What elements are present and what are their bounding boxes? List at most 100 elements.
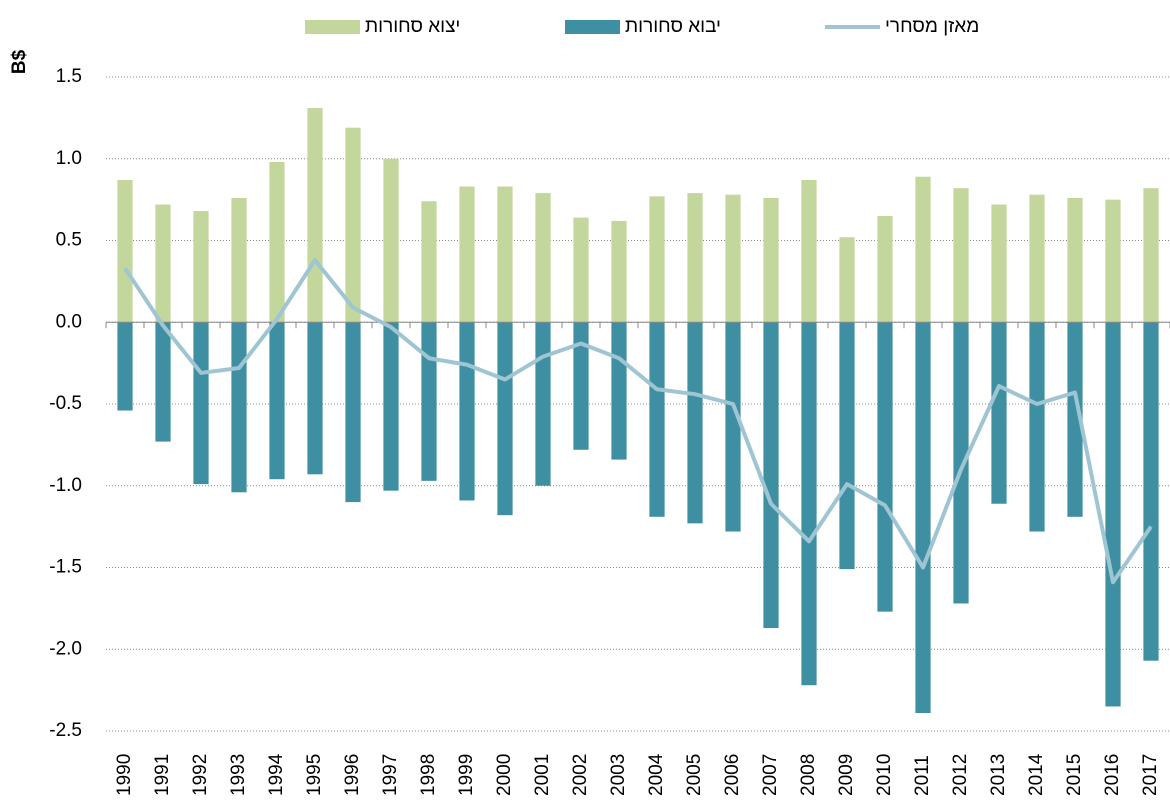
x-tick-label: 2005 [684,754,705,796]
bar [231,322,247,493]
y-tick-label: 0.5 [56,230,82,251]
x-tick-label: 2002 [570,754,591,796]
x-tick-label: 2009 [836,754,857,796]
bar [231,197,247,323]
x-tick-label: 2013 [988,754,1009,796]
bar [497,186,513,323]
bar [269,322,285,480]
bar [915,176,931,323]
bar [1105,322,1121,707]
x-tick-label: 2010 [874,754,895,796]
bar [345,322,361,503]
bar [763,197,779,323]
x-tick-label: 2017 [1140,754,1161,796]
bar [421,201,437,323]
bar [1029,322,1045,532]
y-tick-label: -1.5 [49,557,82,578]
bar [535,193,551,323]
x-tick-label: 2011 [912,755,933,796]
x-tick-label: 2007 [760,754,781,796]
x-tick-label: 1990 [114,754,135,796]
bar [649,196,665,323]
bar [953,322,969,604]
bar [307,108,323,323]
bar [383,322,399,491]
x-tick-label: 2004 [646,753,667,796]
x-tick-label: 1993 [228,754,249,796]
x-tick-label: 2006 [722,754,743,796]
y-tick-label: -1.0 [49,475,82,496]
bar [117,322,133,411]
bar [611,220,627,323]
bar [877,215,893,323]
bar [915,322,931,714]
bar [1067,197,1083,323]
x-tick-label: 2003 [608,754,629,796]
bar [269,162,285,323]
y-axis-label: B$ [9,49,30,74]
bar [1143,322,1159,661]
x-tick-label: 1997 [380,754,401,796]
bar [535,322,551,486]
legend-swatch [565,20,620,34]
line-series [123,258,1153,585]
bar [839,237,855,323]
bar [1143,188,1159,323]
y-tick-label: 0.0 [56,311,82,332]
x-tick-label: 2001 [532,754,553,796]
bar [991,322,1007,504]
legend-label: מאזן מסחרי [885,16,979,37]
bar [725,194,741,323]
bar [573,217,589,323]
x-tick-label: 2008 [798,754,819,796]
x-tick-label: 1995 [304,754,325,796]
bar [573,322,589,450]
x-tick-label: 1991 [152,754,173,796]
x-tick-label: 2012 [950,754,971,796]
y-tick-label: -2.0 [49,638,82,659]
y-tick-label: -2.5 [49,720,82,741]
bar [193,211,209,323]
bar [193,322,209,485]
bar [155,322,171,442]
x-tick-label: 2015 [1064,754,1085,796]
bar [953,188,969,323]
bar [345,127,361,323]
x-tick-label: 2014 [1026,753,1047,796]
legend-swatch [305,20,360,34]
bar [991,204,1007,323]
bar [459,186,475,323]
bar [725,322,741,532]
bar [1067,322,1083,517]
bar [1105,199,1121,323]
bar [877,322,893,612]
y-tick-label: 1.0 [56,148,82,169]
bar [307,322,323,475]
legend-label: יבוא סחורות [625,16,721,37]
y-tick-label: -0.5 [49,393,82,414]
bar [421,322,437,481]
bar [649,322,665,517]
bar [497,322,513,516]
bar [763,322,779,628]
x-tick-label: 2000 [494,754,515,796]
bar [117,180,133,323]
y-tick-label: 1.5 [56,66,82,87]
bar [611,322,627,460]
bar [839,322,855,570]
bar [1029,194,1045,323]
bar [383,158,399,323]
bar [687,322,703,524]
bar [801,322,817,686]
x-tick-label: 2016 [1102,754,1123,796]
legend-label: יצוא סחורות [365,16,460,37]
x-tick-label: 1994 [266,753,287,796]
x-tick-label: 1992 [190,754,211,796]
bar [459,322,475,501]
bar [155,204,171,323]
x-tick-label: 1998 [418,754,439,796]
x-tick-label: 1996 [342,754,363,796]
bar [801,180,817,323]
x-tick-label: 1999 [456,754,477,796]
